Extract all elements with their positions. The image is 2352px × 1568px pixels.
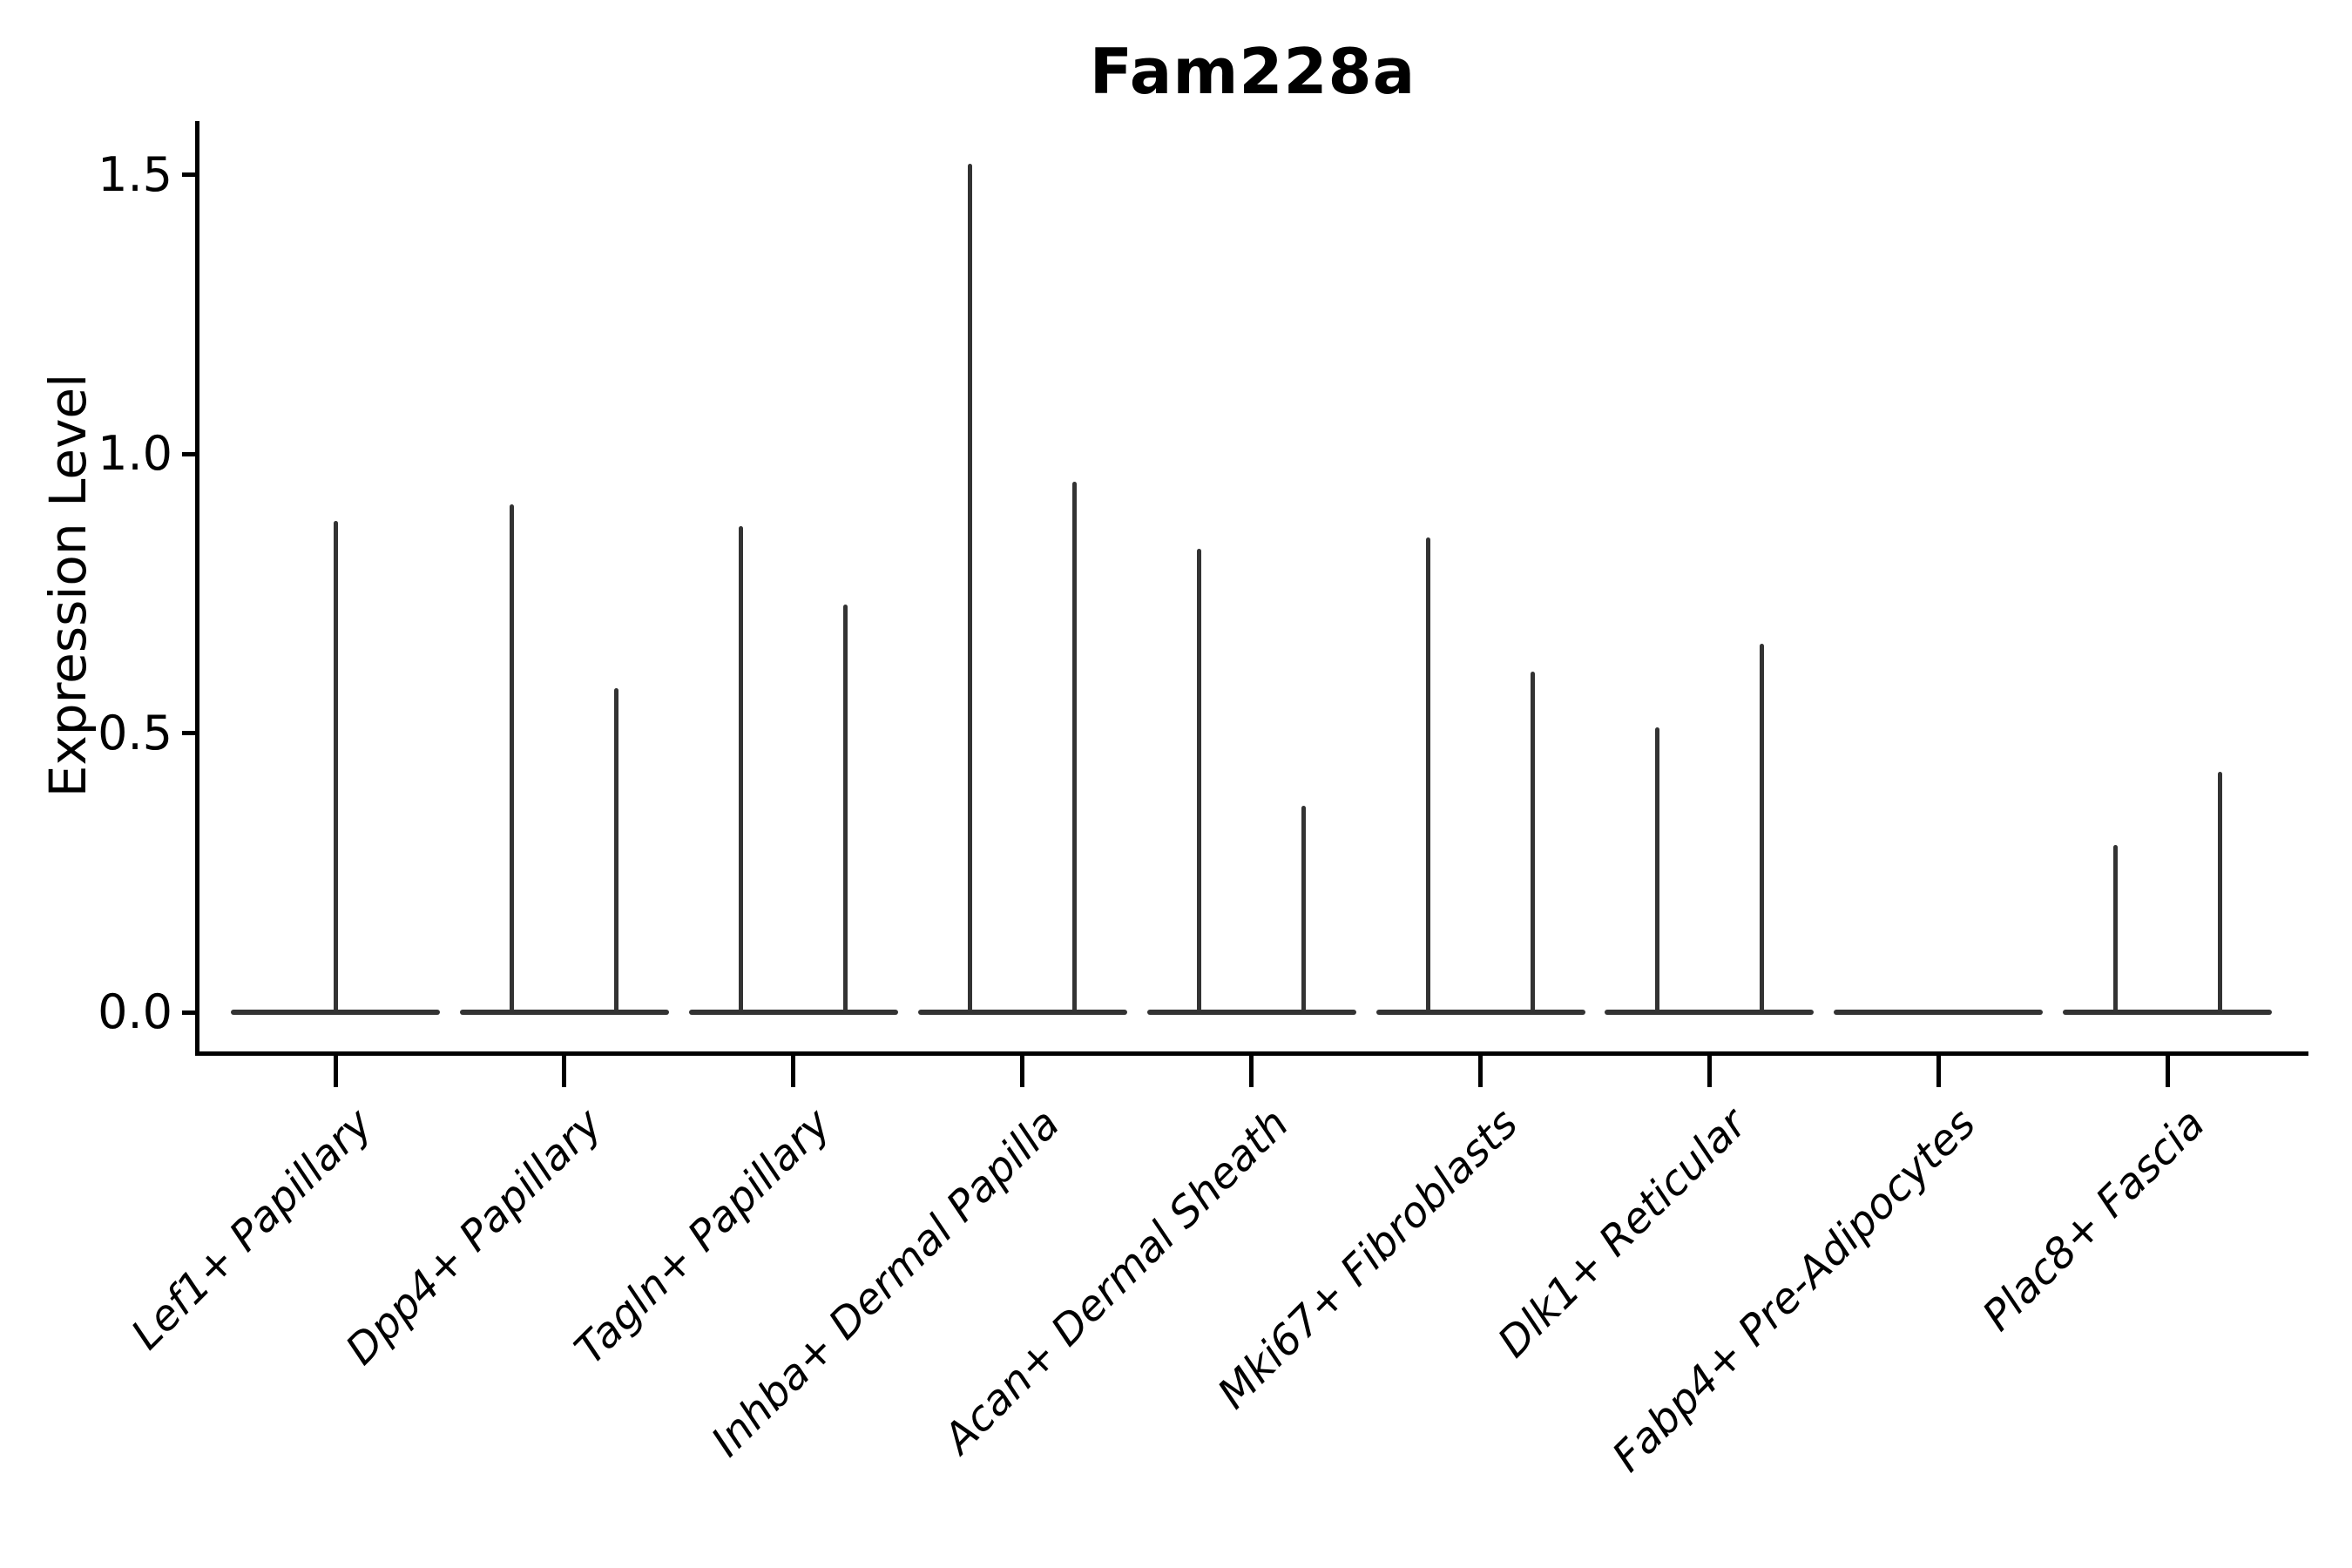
y-tick-label: 1.5 [98, 146, 172, 202]
x-tick-label: Tagln+ Papillary [565, 1099, 841, 1375]
x-tick [1478, 1056, 1483, 1087]
violin-spike [1759, 643, 1764, 1015]
x-tick [562, 1056, 567, 1087]
violin-baseline [459, 1010, 669, 1015]
violin-spike [1654, 727, 1659, 1015]
x-tick-label: Fabp4+ Pre-Adipocytes [1603, 1099, 1985, 1482]
violin-spike [739, 526, 744, 1015]
violin-baseline [917, 1010, 1127, 1015]
y-tick-label: 1.0 [98, 426, 172, 481]
y-tick [182, 172, 195, 177]
y-axis-spine [195, 121, 199, 1056]
x-tick [2165, 1056, 2170, 1087]
x-tick [1020, 1056, 1025, 1087]
violin-baseline [2063, 1010, 2273, 1015]
y-tick [182, 451, 195, 456]
violin-spike [968, 163, 973, 1015]
x-axis-spine [195, 1051, 2308, 1056]
violin-spike [843, 605, 848, 1015]
violin-baseline [1375, 1010, 1585, 1015]
y-tick [182, 1010, 195, 1015]
x-tick-label: Plac8+ Fascia [1973, 1099, 2214, 1341]
y-tick [182, 731, 195, 735]
violin-spike [2217, 772, 2222, 1015]
x-tick [1249, 1056, 1254, 1087]
x-tick-label: Dlk1+ Reticular [1488, 1099, 1757, 1368]
violin-spike [1072, 482, 1078, 1015]
violin-baseline [688, 1010, 898, 1015]
x-tick [1936, 1056, 1941, 1087]
violin-spike [333, 520, 338, 1015]
y-tick-label: 0.0 [98, 984, 172, 1039]
x-tick [1707, 1056, 1712, 1087]
chart-title: Fam228a [1089, 35, 1416, 108]
violin-baseline [1146, 1010, 1356, 1015]
x-tick-label: Lef1+ Papillary [122, 1099, 382, 1360]
x-tick-label: Dpp4+ Papillary [335, 1099, 612, 1375]
violin-baseline [1605, 1010, 1815, 1015]
violin-spike [1426, 537, 1430, 1015]
violin-spike [510, 504, 515, 1015]
violin-baseline [1834, 1010, 2044, 1015]
y-axis-label: Expression Level [38, 373, 98, 798]
x-tick [791, 1056, 796, 1087]
y-tick-label: 0.5 [98, 705, 172, 760]
violin-spike [2112, 844, 2118, 1015]
violin-spike [1301, 805, 1307, 1015]
violin-spike [1197, 548, 1202, 1015]
violin-spike [614, 688, 619, 1015]
x-tick [333, 1056, 338, 1087]
violin-spike [1531, 671, 1535, 1015]
